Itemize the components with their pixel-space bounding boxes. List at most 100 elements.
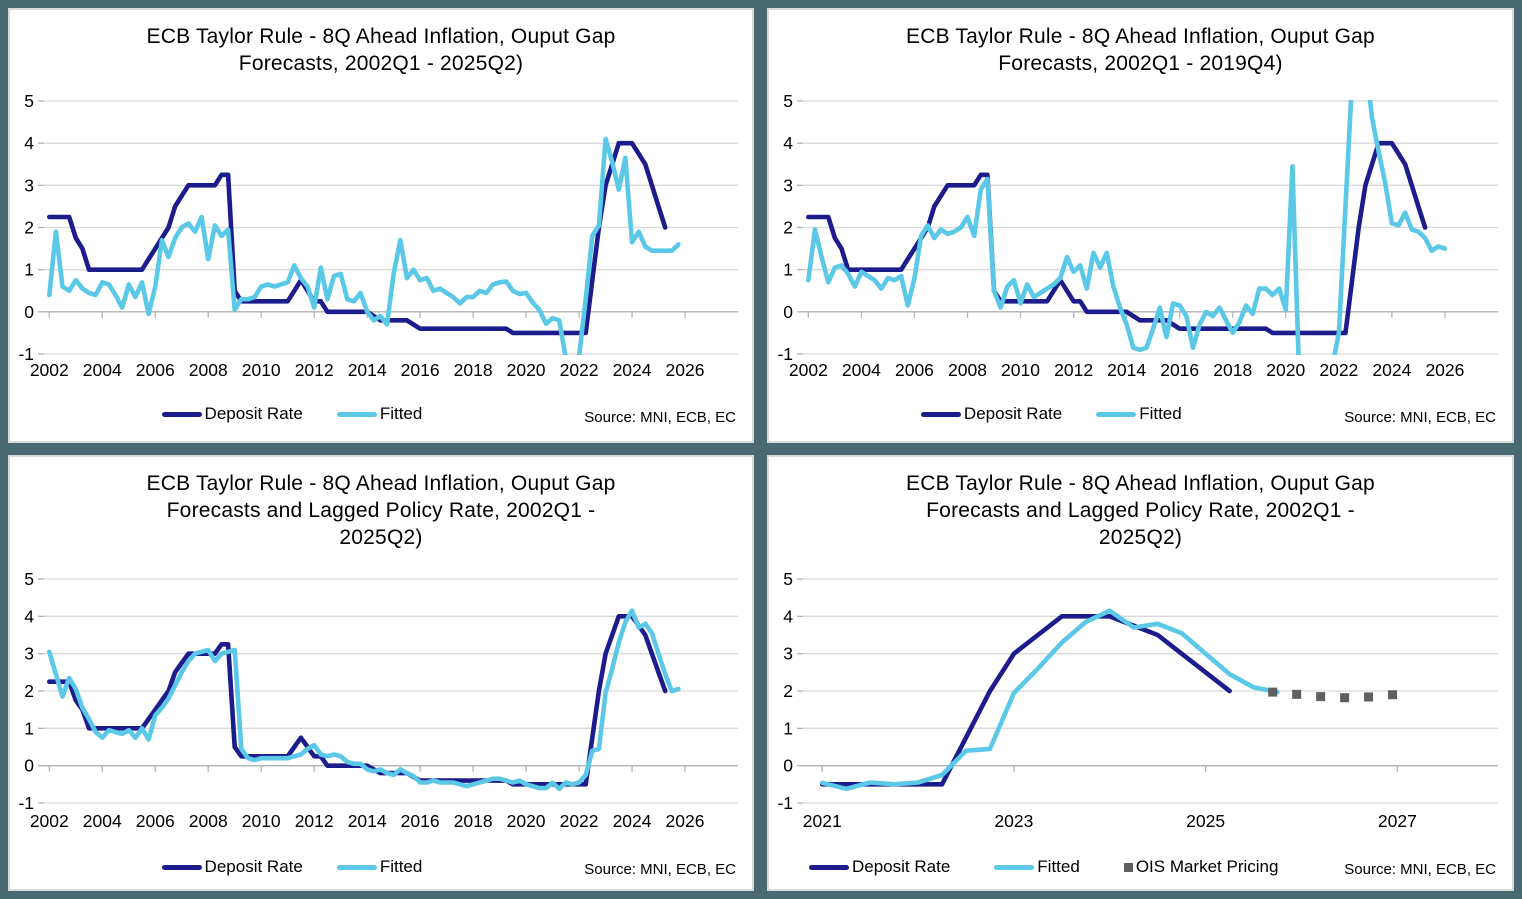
legend-label: Fitted (379, 404, 423, 423)
x-tick-label: 2004 (83, 360, 122, 380)
x-tick-label: 2016 (1160, 360, 1199, 380)
chart-panel-bottom-right: ECB Taylor Rule - 8Q Ahead Inflation, Ou… (767, 455, 1514, 891)
legend-label: Deposit Rate (963, 404, 1063, 423)
line-chart: 5 4 3 2 1 0 -1 2021 2023 2025 2027 (777, 569, 1498, 831)
y-tick-label: 1 (24, 718, 34, 738)
legend-label: OIS Market Pricing (1135, 857, 1279, 876)
y-tick-label: 5 (24, 569, 34, 589)
deposit-rate-line (806, 140, 1428, 336)
x-tick-label: 2022 (560, 360, 599, 380)
chart-title: ECB Taylor Rule - 8Q Ahead Inflation, Ou… (146, 472, 616, 549)
x-tick-label: 2018 (454, 811, 493, 831)
x-tick-label: 2006 (136, 360, 175, 380)
deposit-rate-legend-swatch (161, 864, 202, 870)
x-tick-label: 2026 (1425, 360, 1464, 380)
fitted-line (806, 100, 1448, 355)
ois-marker (1364, 692, 1374, 702)
source-label: Source: MNI, ECB, EC (584, 409, 736, 426)
y-tick-label: 1 (783, 260, 793, 280)
legend-item-deposit-rate: Deposit Rate (161, 404, 303, 424)
chart-grid: ECB Taylor Rule - 8Q Ahead Inflation, Ou… (8, 8, 1514, 891)
y-tick-label: -1 (18, 344, 34, 364)
x-tick-label: 2010 (242, 811, 281, 831)
y-tick-label: 1 (24, 260, 34, 280)
x-tick-label: 2010 (1001, 360, 1040, 380)
y-tick-label: 5 (24, 91, 34, 111)
y-tick-label: 2 (24, 218, 34, 238)
source-label: Source: MNI, ECB, EC (1344, 409, 1496, 426)
fitted-line (46, 136, 681, 355)
legend: Deposit Rate Fitted (769, 404, 1334, 424)
x-tick-label: 2021 (803, 811, 842, 831)
y-tick-label: 2 (783, 681, 793, 701)
legend-item-fitted: Fitted (336, 404, 423, 424)
x-tick-label: 2014 (348, 811, 387, 831)
x-tick-label: 2022 (1319, 360, 1358, 380)
deposit-rate-legend-swatch (809, 864, 849, 870)
legend-label: Fitted (379, 857, 423, 876)
ois-marker (1388, 690, 1398, 700)
x-tick-label: 2016 (401, 360, 440, 380)
x-tick-label: 2012 (295, 811, 334, 831)
ois-marker (1292, 689, 1302, 699)
deposit-rate-legend-swatch (920, 411, 961, 417)
ois-marker (1268, 687, 1278, 697)
x-tick-label: 2020 (507, 811, 546, 831)
x-tick-label: 2020 (507, 360, 546, 380)
x-tick-label: 2016 (401, 811, 440, 831)
legend-item-fitted: Fitted (1096, 404, 1182, 424)
y-tick-label: 2 (24, 681, 34, 701)
x-tick-label: 2008 (189, 360, 228, 380)
y-tick-label: -1 (18, 793, 34, 813)
ois-legend-swatch (1123, 862, 1133, 872)
x-tick-label: 2008 (948, 360, 987, 380)
y-tick-label: 0 (783, 756, 793, 776)
legend-item-deposit-rate: Deposit Rate (161, 857, 303, 877)
y-tick-label: 0 (24, 756, 34, 776)
legend-item-fitted: Fitted (994, 857, 1080, 877)
y-tick-label: 0 (783, 302, 793, 322)
y-tick-label: 1 (783, 718, 793, 738)
x-tick-label: 2018 (1213, 360, 1252, 380)
fitted-legend-swatch (336, 864, 377, 870)
chart-panel-bottom-left: ECB Taylor Rule - 8Q Ahead Inflation, Ou… (8, 455, 754, 891)
x-tick-label: 2012 (295, 360, 334, 380)
x-tick-label: 2002 (789, 360, 828, 380)
y-tick-label: -1 (777, 793, 793, 813)
deposit-rate-legend-swatch (161, 411, 202, 417)
x-tick-label: 2014 (348, 360, 387, 380)
fitted-line (819, 608, 1280, 792)
legend-label: Deposit Rate (204, 404, 303, 423)
y-tick-label: -1 (777, 344, 793, 364)
x-tick-label: 2012 (1054, 360, 1093, 380)
legend: Deposit Rate Fitted (10, 404, 574, 424)
fitted-legend-swatch (1096, 411, 1137, 417)
fitted-legend-swatch (336, 411, 377, 417)
x-tick-label: 2024 (613, 811, 652, 831)
deposit-rate-line (819, 614, 1232, 787)
x-tick-label: 2004 (83, 811, 122, 831)
chart-panel-top-left: ECB Taylor Rule - 8Q Ahead Inflation, Ou… (8, 8, 754, 443)
fitted-line (46, 608, 681, 792)
ois-marker (1316, 692, 1326, 702)
x-tick-label: 2002 (30, 360, 69, 380)
deposit-rate-line (46, 614, 668, 787)
legend: Deposit Rate Fitted (10, 857, 574, 877)
legend-item-deposit-rate: Deposit Rate (809, 857, 950, 877)
y-tick-label: 4 (24, 606, 34, 626)
legend-label: Deposit Rate (852, 857, 951, 876)
source-label: Source: MNI, ECB, EC (584, 861, 736, 878)
y-tick-label: 3 (783, 644, 793, 664)
chart-title: ECB Taylor Rule - 8Q Ahead Inflation, Ou… (146, 25, 616, 75)
legend-item-ois: OIS Market Pricing (1123, 857, 1279, 877)
x-tick-label: 2006 (136, 811, 175, 831)
legend-item-fitted: Fitted (336, 857, 423, 877)
x-tick-label: 2025 (1186, 811, 1225, 831)
chart-title: ECB Taylor Rule - 8Q Ahead Inflation, Ou… (906, 25, 1375, 75)
legend-label: Fitted (1139, 404, 1182, 423)
legend-item-deposit-rate: Deposit Rate (920, 404, 1063, 424)
legend: Deposit Rate Fitted OIS Market Pricing (769, 857, 1378, 877)
y-tick-label: 3 (783, 175, 793, 195)
